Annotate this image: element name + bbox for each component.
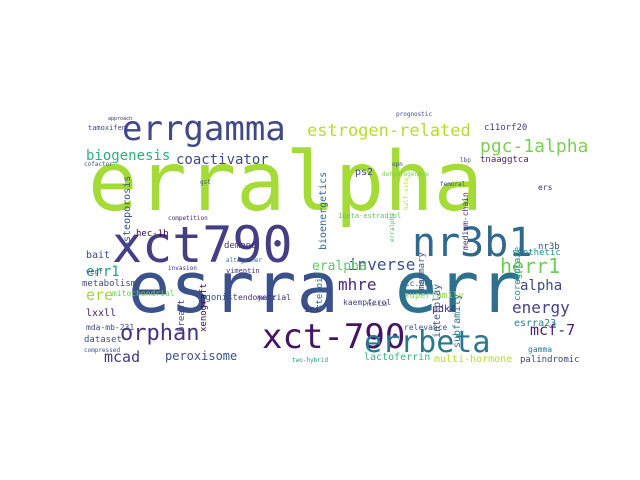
word-37: synthetic: [512, 248, 561, 258]
word-51: relevance: [404, 323, 448, 332]
word-5: errgamma: [122, 109, 286, 149]
word-17: eralpha: [312, 259, 367, 274]
word-36: superfamily: [404, 291, 464, 301]
word-25: multi-hormone: [434, 354, 512, 365]
word-61: vegf: [86, 268, 103, 276]
word-10: coactivator: [176, 152, 269, 168]
word-73: half-site: [403, 177, 410, 210]
word-59: subfamily: [452, 294, 463, 348]
word-14: mhre: [338, 275, 377, 294]
word-64: dataset: [84, 335, 122, 345]
word-55: ers: [538, 183, 553, 192]
word-63: ici: [304, 305, 320, 315]
word-49: invasion: [168, 265, 197, 272]
word-44: demand: [224, 241, 257, 251]
word-81: ftc-133: [366, 302, 387, 308]
word-8: estrogen-related: [307, 121, 471, 141]
word-65: tamoxifen: [88, 124, 126, 132]
word-16: err1: [86, 264, 120, 280]
word-15: herr1: [500, 254, 560, 278]
word-80: gst: [200, 179, 211, 186]
word-68: prognostic: [396, 111, 433, 118]
word-31: hec-1b: [136, 229, 169, 239]
word-24: lactoferrin: [364, 352, 430, 363]
word-53: gamma: [528, 345, 552, 354]
word-42: interplay: [432, 284, 443, 338]
word-57: mammary: [417, 251, 427, 290]
word-2: err: [395, 247, 521, 329]
word-32: ps2: [355, 167, 373, 178]
word-38: esrra23: [514, 318, 556, 329]
word-39: lxxll: [86, 308, 116, 319]
word-66: cofactor: [84, 161, 113, 168]
word-43: xtc.uc1: [400, 279, 434, 288]
word-45: competition: [168, 215, 208, 222]
word-60: bait: [86, 250, 110, 261]
word-78: yeast: [258, 295, 276, 302]
word-77: compressed: [84, 347, 121, 354]
word-34: agonist: [200, 293, 238, 303]
word-40: mda-mb-231: [86, 323, 134, 332]
word-56: medium-chain: [461, 192, 470, 250]
word-13: inverse: [348, 255, 415, 274]
word-46: altogether: [226, 257, 263, 264]
word-30: tnaaggtca: [480, 155, 529, 165]
word-75: erralpha: [389, 213, 396, 242]
word-23: peroxisome: [165, 349, 237, 363]
word-9: pgc-1alpha: [480, 136, 588, 157]
word-71: opn: [392, 161, 403, 168]
word-62: metabolism: [82, 279, 136, 289]
word-6: xct-790: [262, 317, 405, 357]
word-72: dehydrogenase: [382, 171, 429, 178]
word-11: biogenesis: [86, 148, 170, 164]
word-47: breast: [177, 299, 187, 332]
word-74: 1beta-estradiol: [338, 212, 401, 220]
word-19: energy: [512, 298, 570, 317]
word-79: lbp: [460, 157, 471, 164]
word-21: mcad: [104, 348, 140, 366]
word-54: nr3b: [538, 242, 560, 252]
word-67: approach: [108, 116, 132, 122]
word-1: esrra: [128, 247, 339, 329]
word-20: ere: [86, 286, 113, 304]
word-4: nr3b1: [412, 220, 532, 266]
word-52: coregulate: [513, 247, 523, 301]
word-58: kaempferol: [343, 298, 391, 307]
word-69: femoral: [440, 181, 466, 188]
word-22: mcf-7: [530, 321, 575, 339]
word-26: palindromic: [520, 355, 580, 365]
word-70: vimentin: [226, 267, 260, 275]
word-29: c11orf20: [484, 123, 527, 133]
word-18: alpha: [520, 278, 562, 294]
word-0: erralpha: [88, 135, 483, 230]
word-12: orphan: [120, 321, 199, 346]
word-48: xenograft: [199, 283, 209, 332]
word-41: pdk4: [432, 304, 456, 315]
word-50: steroid: [315, 272, 325, 310]
word-27: osteoporosis: [122, 176, 133, 248]
word-76: two-hybrid: [292, 357, 329, 364]
word-33: mitochondrial: [112, 289, 175, 298]
word-28: bioenergetics: [318, 172, 329, 250]
word-35: endometrial: [238, 293, 291, 302]
word-3: xct790: [112, 216, 293, 274]
word-7: errbeta: [364, 325, 490, 360]
